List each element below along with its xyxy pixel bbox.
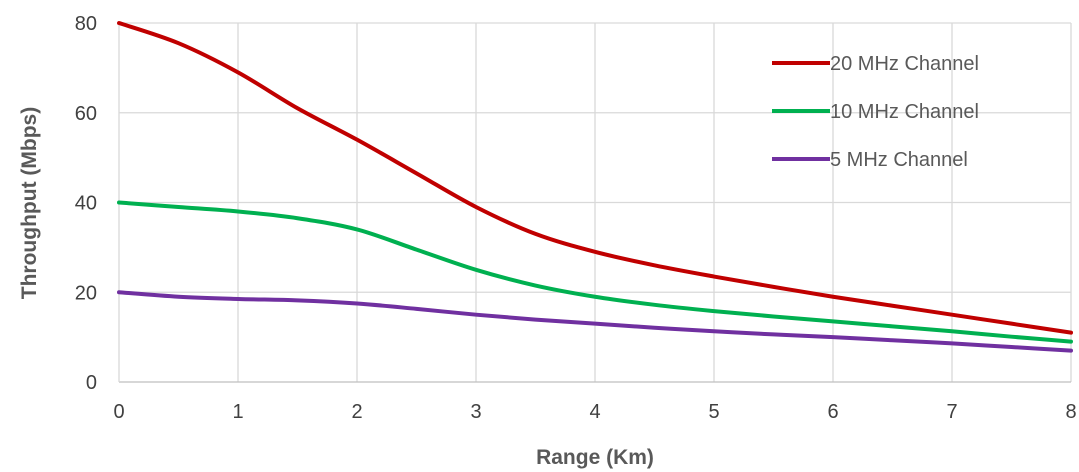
legend: 20 MHz Channel 10 MHz Channel 5 MHz Channe… xyxy=(772,53,979,171)
x-tick-label: 0 xyxy=(113,401,124,423)
y-axis-ticks: 0 20 40 60 80 xyxy=(75,13,97,394)
x-tick-label: 6 xyxy=(827,401,838,423)
y-tick-label: 0 xyxy=(86,372,97,394)
y-tick-label: 60 xyxy=(75,103,97,125)
x-tick-label: 2 xyxy=(351,401,362,423)
series-line-5-mhz-channel xyxy=(117,290,1073,353)
series-line-10-mhz-channel xyxy=(117,200,1073,344)
x-tick-label: 1 xyxy=(232,401,243,423)
x-tick-label: 4 xyxy=(589,401,600,423)
x-tick-label: 3 xyxy=(470,401,481,423)
y-tick-label: 20 xyxy=(75,282,97,304)
x-tick-label: 8 xyxy=(1065,401,1076,423)
legend-label-5-mhz-channel: 5 MHz Channel xyxy=(830,149,968,171)
legend-label-20-mhz-channel: 20 MHz Channel xyxy=(830,53,979,75)
grid-lines xyxy=(119,22,1072,382)
x-axis-title: Range (Km) xyxy=(536,446,654,469)
x-axis-ticks: 0 1 2 3 4 5 6 7 8 xyxy=(113,401,1076,423)
legend-label-10-mhz-channel: 10 MHz Channel xyxy=(830,101,979,123)
y-axis-title: Throughput (Mbps) xyxy=(18,107,41,299)
y-tick-label: 80 xyxy=(75,13,97,35)
x-tick-label: 5 xyxy=(708,401,719,423)
x-tick-label: 7 xyxy=(946,401,957,423)
y-tick-label: 40 xyxy=(75,193,97,215)
series-lines xyxy=(117,21,1073,353)
series-line-20-mhz-channel xyxy=(117,21,1073,335)
